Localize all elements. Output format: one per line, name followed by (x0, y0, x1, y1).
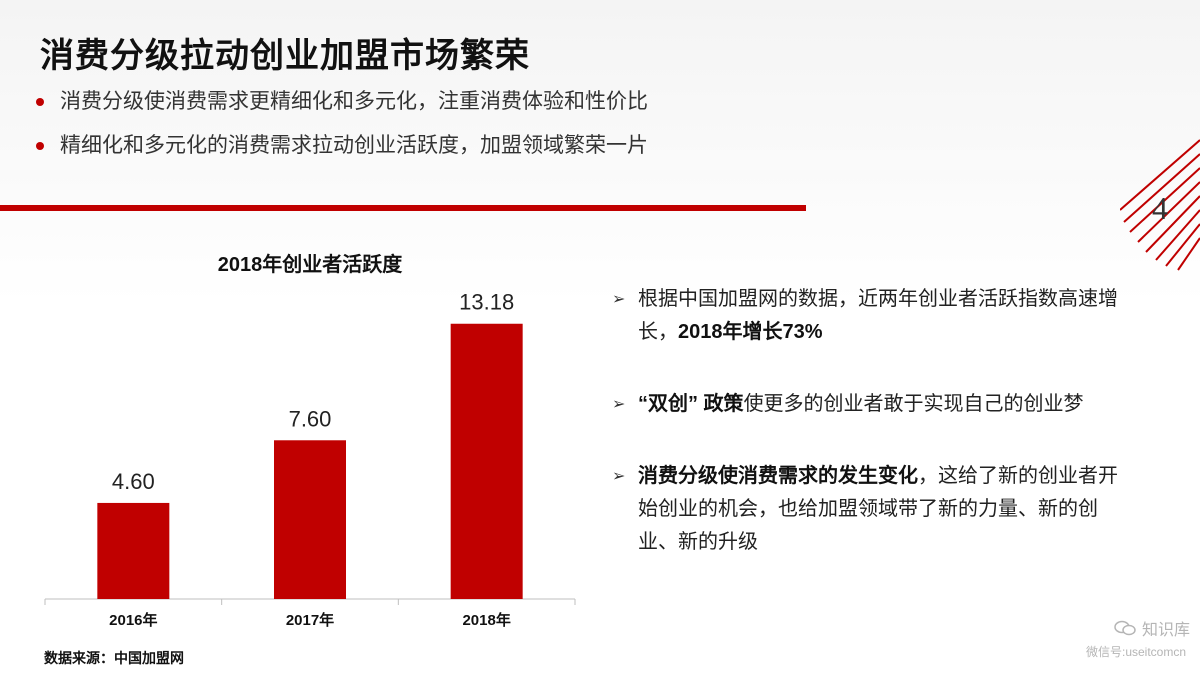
arrow-bullet-icon: ➢ (612, 396, 626, 413)
divider-bar (0, 205, 806, 211)
activity-bar-chart: 2018年创业者活跃度 4.60 2016年 7.60 2017年 13.18 2018年 (30, 240, 590, 640)
point-text: ，这给了新的创业者开始创业的机会，也给加盟领域带了新的力量、新的创业、新的升级 (638, 465, 1118, 553)
bullet-dot-icon (36, 98, 44, 106)
data-label: 4.60 (112, 469, 155, 494)
slide-title: 消费分级拉动创业加盟市场繁荣 (40, 36, 530, 76)
key-point: ➢ 消费分级使消费需求的发生变化，这给了新的创业者开始创业的机会，也给加盟领域带… (612, 460, 1132, 559)
wechat-icon (1114, 620, 1136, 636)
point-text: 使更多的创业者敢于实现自己的创业梦 (743, 393, 1084, 415)
summary-bullet: 消费分级使消费需求更精细化和多元化，注重消费体验和性价比 (36, 88, 648, 128)
point-bold-text: 消费分级使消费需求的发生变化 (638, 465, 918, 487)
arrow-bullet-icon: ➢ (612, 468, 626, 485)
point-bold-text: “双创” 政策 (638, 393, 744, 415)
point-text: 根据中国加盟网的数据，近两年创业者活跃指数高速增长， (638, 288, 1118, 343)
bullet-dot-icon (36, 142, 44, 150)
bar (274, 440, 346, 599)
key-points: ➢ 根据中国加盟网的数据，近两年创业者活跃指数高速增长，2018年增长73% ➢… (612, 283, 1132, 598)
arrow-bullet-icon: ➢ (612, 291, 626, 308)
summary-bullet: 精细化和多元化的消费需求拉动创业活跃度，加盟领域繁荣一片 (36, 132, 648, 172)
data-label: 13.18 (459, 290, 514, 315)
chart-title: 2018年创业者活跃度 (217, 254, 403, 276)
point-bold-text: 2018年增长73% (678, 321, 823, 343)
key-point: ➢ “双创” 政策使更多的创业者敢于实现自己的创业梦 (612, 388, 1132, 421)
bullet-text: 消费分级使消费需求更精细化和多元化，注重消费体验和性价比 (60, 90, 648, 113)
data-label: 7.60 (289, 406, 332, 431)
x-tick-label: 2017年 (286, 611, 334, 629)
diagonal-stripes-decoration (1120, 139, 1200, 271)
summary-bullets: 消费分级使消费需求更精细化和多元化，注重消费体验和性价比 精细化和多元化的消费需… (36, 88, 648, 172)
data-source: 数据来源：中国加盟网 (44, 650, 184, 666)
watermark: 知识库 微信号:useitcomcn (1086, 616, 1190, 660)
key-point: ➢ 根据中国加盟网的数据，近两年创业者活跃指数高速增长，2018年增长73% (612, 283, 1132, 349)
page-number: 4 (1152, 190, 1168, 226)
chart-plot: 4.60 2016年 7.60 2017年 13.18 2018年 (44, 290, 576, 629)
watermark-name: 知识库 (1142, 622, 1191, 639)
x-tick-label: 2018年 (462, 611, 510, 629)
watermark-id: 微信号:useitcomcn (1086, 645, 1187, 659)
x-tick-label: 2016年 (109, 611, 157, 629)
bar (97, 502, 170, 599)
bar (450, 323, 523, 599)
bullet-text: 精细化和多元化的消费需求拉动创业活跃度，加盟领域繁荣一片 (60, 134, 648, 157)
